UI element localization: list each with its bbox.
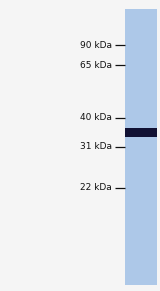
Text: 65 kDa: 65 kDa bbox=[80, 61, 112, 70]
Bar bbox=[125, 128, 157, 137]
Text: 22 kDa: 22 kDa bbox=[80, 183, 112, 192]
Text: 31 kDa: 31 kDa bbox=[80, 143, 112, 151]
Text: 90 kDa: 90 kDa bbox=[80, 41, 112, 49]
Bar bbox=[125, 9, 157, 285]
Text: 40 kDa: 40 kDa bbox=[80, 113, 112, 122]
